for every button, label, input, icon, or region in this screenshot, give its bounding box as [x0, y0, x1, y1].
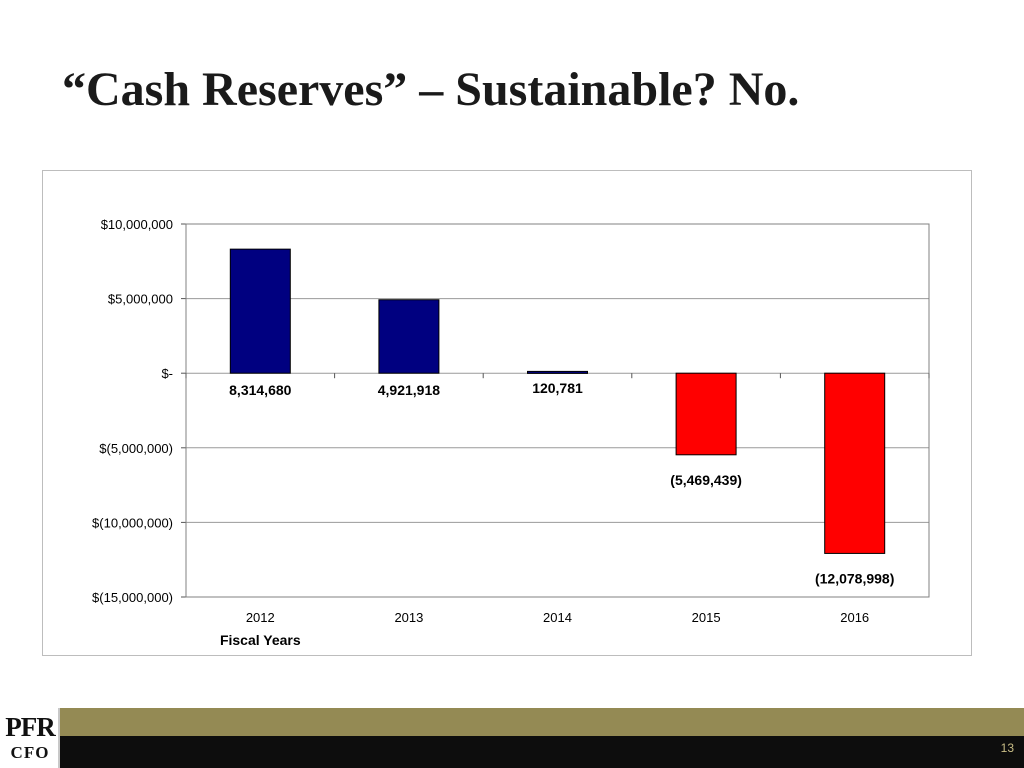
x-tick-label: 2016 [840, 610, 869, 625]
y-tick-label: $(15,000,000) [92, 590, 173, 605]
data-label-2016: (12,078,998) [815, 570, 894, 586]
plot-area-border [185, 223, 930, 598]
data-label-2014: 120,781 [532, 380, 583, 396]
y-tick-label: $5,000,000 [108, 292, 173, 307]
page-number: 13 [1000, 741, 1014, 755]
logo-text-bottom: CFO [10, 743, 50, 762]
logo-text-top: PFR [5, 712, 55, 742]
chart-frame: $10,000,000 $5,000,000 $- $(5,000,000) $(10,… [42, 170, 972, 656]
bar-2012 [229, 248, 291, 374]
data-label-2012: 8,314,680 [229, 382, 291, 398]
cash-reserves-chart: $10,000,000 $5,000,000 $- $(5,000,000) $(10,… [92, 217, 930, 648]
y-tick-label: $(10,000,000) [92, 515, 173, 530]
x-tick-label: 2013 [394, 610, 423, 625]
x-tick-label: 2012 [246, 610, 275, 625]
y-tick-label: $- [161, 366, 173, 381]
x-tick-label: 2014 [543, 610, 572, 625]
footer-bar [0, 736, 1024, 768]
x-axis-title: Fiscal Years [220, 632, 301, 648]
data-label-2015: (5,469,439) [670, 472, 742, 488]
x-tick-label: 2015 [692, 610, 721, 625]
y-tick-label: $10,000,000 [101, 217, 173, 232]
pfr-cfo-logo: PFR CFO [0, 708, 60, 768]
y-tick-label: $(5,000,000) [99, 441, 173, 456]
bar-2016 [824, 372, 886, 554]
data-label-2013: 4,921,918 [378, 382, 440, 398]
bar-2015 [675, 372, 737, 456]
footer-band [0, 708, 1024, 736]
slide-title: “Cash Reserves” – Sustainable? No. [62, 63, 800, 116]
bar-2014 [527, 370, 588, 374]
bar-2013 [378, 299, 440, 374]
